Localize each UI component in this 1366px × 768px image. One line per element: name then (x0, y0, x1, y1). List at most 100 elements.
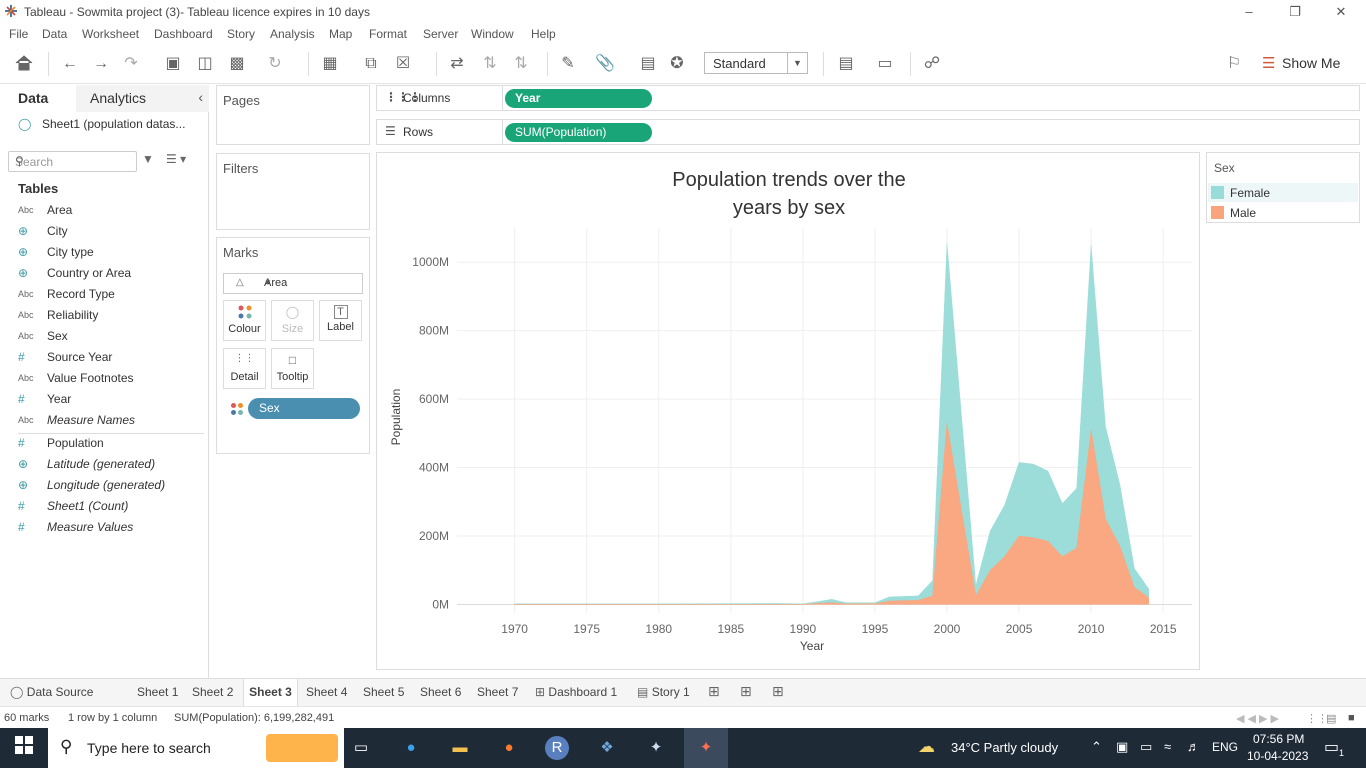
tab-data[interactable]: Data (18, 90, 49, 106)
tab-sheet-2[interactable]: Sheet 2 (192, 685, 234, 699)
chevron-up-icon[interactable]: ⌃ (1091, 739, 1102, 754)
collapse-pane-icon[interactable]: ‹ (198, 89, 203, 105)
share-icon[interactable]: ☍ (923, 55, 941, 72)
clock-time[interactable]: 07:56 PM (1253, 732, 1305, 746)
colour-button[interactable]: Colour (223, 300, 266, 341)
year-pill[interactable]: Year (505, 89, 652, 108)
area-chart[interactable]: Population trends over the years by sex … (377, 153, 1199, 669)
task-view-icon[interactable]: ▭ (353, 739, 369, 756)
tab-analytics[interactable]: Analytics ‹ (76, 85, 209, 112)
sheet-sorter-icon[interactable]: ⋮⋮ (1306, 713, 1328, 725)
tab-data-source[interactable]: ◯ Data Source (10, 685, 93, 699)
tab-sheet-3[interactable]: Sheet 3 (243, 679, 298, 707)
weather-text[interactable]: 34°C Partly cloudy (951, 740, 1059, 755)
menu-story[interactable]: Story (227, 27, 256, 41)
new-dashboard-tab-icon[interactable]: ⊞ (740, 683, 752, 699)
wifi-icon[interactable]: ≈ (1164, 739, 1172, 754)
undo-icon[interactable]: ← (62, 55, 78, 72)
save-icon[interactable]: ▣ (165, 55, 181, 72)
minimize-button[interactable]: – (1245, 4, 1253, 19)
group-members-icon[interactable]: 📎 (595, 55, 615, 72)
swap-rows-columns-icon[interactable]: ⇄ (450, 55, 464, 72)
presentation-mode-icon[interactable]: ▭ (877, 55, 893, 72)
filter-icon[interactable]: ▼ (142, 152, 154, 166)
battery-icon[interactable]: ▭ (1140, 739, 1153, 754)
close-window-button[interactable]: ✕ (1335, 4, 1347, 19)
pages-card[interactable]: Pages (216, 85, 370, 145)
home-icon[interactable] (13, 54, 35, 74)
menu-window[interactable]: Window (471, 27, 514, 41)
fix-axes-icon[interactable]: ✪ (670, 55, 684, 72)
tab-sheet-1[interactable]: Sheet 1 (137, 685, 179, 699)
filters-card[interactable]: Filters (216, 153, 370, 230)
show-cards-icon[interactable]: ▤ (838, 55, 854, 72)
taskbar-search[interactable]: ⚲ Type here to search (48, 728, 344, 768)
duplicate-sheet-icon[interactable]: ⧉ (365, 55, 377, 72)
colour-legend[interactable]: Sex Female Male (1206, 152, 1360, 223)
sort-ascending-icon[interactable]: ⇅ (483, 55, 497, 72)
fit-dropdown[interactable]: Standard ▼ (704, 52, 808, 74)
tab-sheet-7[interactable]: Sheet 7 (477, 685, 519, 699)
restore-button[interactable]: ❐ (1289, 4, 1301, 19)
view-options-icon[interactable]: ☰ ▾ (166, 152, 187, 166)
sheet-nav-icons[interactable]: ◀ ◀ ▶ ▶ (1236, 713, 1280, 725)
area-male[interactable] (514, 423, 1150, 605)
pin-icon[interactable]: ⚐ (1226, 55, 1242, 72)
rows-shelf[interactable]: ☰ Rows SUM(Population) (376, 119, 1360, 145)
tableau-active-icon[interactable]: ✦ (684, 728, 728, 768)
detail-button[interactable]: ⋮⋮ Detail (223, 348, 266, 389)
clock-date[interactable]: 10-04-2023 (1247, 749, 1309, 763)
new-worksheet-icon[interactable]: ▦ (322, 55, 338, 72)
tab-story-1[interactable]: ▤ Story 1 (637, 685, 690, 699)
sort-descending-icon[interactable]: ⇅ (514, 55, 528, 72)
menu-dashboard[interactable]: Dashboard (154, 27, 213, 41)
legend-item-male[interactable]: Male (1208, 203, 1358, 222)
r-app-icon[interactable]: R (545, 736, 569, 760)
meet-now-icon[interactable]: ▣ (1116, 739, 1129, 754)
menu-worksheet[interactable]: Worksheet (82, 27, 140, 41)
file-explorer-icon[interactable]: ▬ (452, 739, 468, 756)
mark-type-dropdown[interactable]: △ Area ▼ (223, 273, 363, 294)
search-input[interactable]: Search ⚲ (8, 151, 137, 172)
replay-icon[interactable]: ↷ (124, 55, 138, 72)
new-story-tab-icon[interactable]: ⊞ (772, 683, 784, 699)
menu-help[interactable]: Help (531, 27, 556, 41)
legend-item-female[interactable]: Female (1208, 183, 1358, 202)
firefox-icon[interactable]: ● (504, 739, 514, 756)
tableau-taskbar-icon[interactable]: ✦ (649, 739, 663, 756)
menu-analysis[interactable]: Analysis (270, 27, 315, 41)
mysql-icon[interactable]: ❖ (600, 739, 614, 756)
edge-icon[interactable]: ● (406, 739, 416, 756)
show-labels-icon[interactable]: ▤ (640, 55, 656, 72)
tab-dashboard-1[interactable]: ⊞ Dashboard 1 (535, 685, 617, 699)
tab-sheet-6[interactable]: Sheet 6 (420, 685, 462, 699)
refresh-icon[interactable]: ↻ (268, 55, 282, 72)
tooltip-button[interactable]: □ Tooltip (271, 348, 314, 389)
new-worksheet-tab-icon[interactable]: ⊞ (708, 683, 720, 699)
highlight-icon[interactable]: ✎ (561, 55, 575, 72)
menu-data[interactable]: Data (42, 27, 68, 41)
menu-map[interactable]: Map (329, 27, 353, 41)
label-button[interactable]: T Label (319, 300, 362, 341)
tab-sheet-5[interactable]: Sheet 5 (363, 685, 405, 699)
size-button[interactable]: ◯ Size (271, 300, 314, 341)
columns-shelf[interactable]: ⋮⋮⋮ Columns Year (376, 85, 1360, 111)
pause-updates-icon[interactable]: ▩ (229, 55, 245, 72)
chart-view[interactable]: Population trends over the years by sex … (376, 152, 1200, 670)
menu-format[interactable]: Format (369, 27, 408, 41)
language-indicator[interactable]: ENG (1212, 740, 1239, 754)
redo-icon[interactable]: → (93, 55, 109, 72)
show-me-button[interactable]: ☰ Show Me (1260, 54, 1360, 74)
new-datasource-icon[interactable]: ◫ (197, 55, 213, 72)
sum-population-pill[interactable]: SUM(Population) (505, 123, 652, 142)
menu-file[interactable]: File (9, 27, 29, 41)
filmstrip-icon[interactable]: ▤ (1326, 713, 1337, 725)
windows-start-icon[interactable] (11, 736, 37, 760)
volume-icon[interactable]: ♬ (1187, 739, 1200, 754)
tabs-view-icon[interactable]: ■ (1348, 712, 1355, 724)
notifications-icon[interactable]: ▭ (1324, 739, 1340, 756)
clear-sheet-icon[interactable]: ☒ (395, 55, 411, 72)
sex-colour-pill[interactable]: Sex (248, 398, 360, 419)
tab-sheet-4[interactable]: Sheet 4 (306, 685, 348, 699)
menu-server[interactable]: Server (423, 27, 459, 41)
